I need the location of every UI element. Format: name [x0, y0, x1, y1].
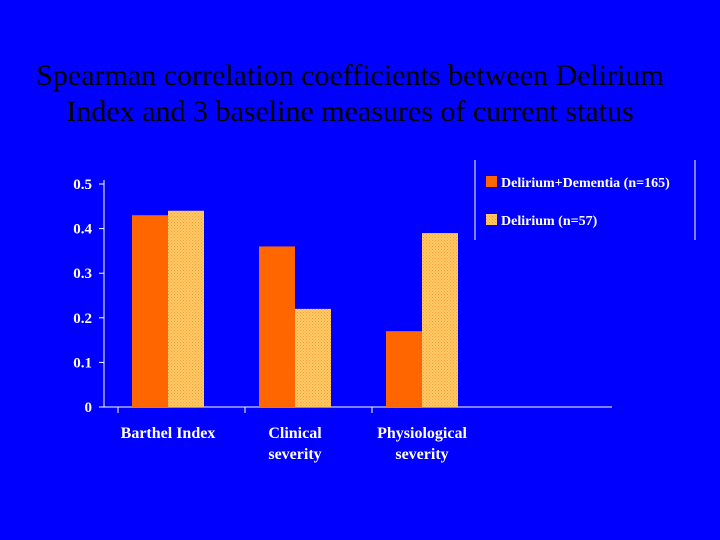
y-tick-label: 0.5 — [73, 177, 92, 193]
y-tick-label: 0.1 — [73, 355, 92, 371]
chart-labels: Barthel Index Clinical severity Physiologic… — [121, 425, 468, 463]
x-category-label: Barthel Index — [121, 425, 216, 442]
slide-title-line-1: Spearman correlation coefficients betwee… — [36, 59, 664, 92]
bar — [168, 210, 204, 407]
legend-label: Delirium+Dementia (n=165) — [501, 176, 670, 191]
bar — [132, 215, 168, 407]
bar — [295, 308, 331, 407]
slide-title: Spearman correlation coefficients betwee… — [0, 58, 700, 130]
bar — [259, 246, 295, 407]
legend-swatch — [486, 214, 497, 225]
x-category-label: Physiological — [377, 425, 467, 442]
chart-axes: 0 0.1 0.2 0.3 0.4 0.5 — [73, 177, 612, 416]
bar — [422, 233, 458, 407]
y-tick-label: 0 — [85, 400, 93, 416]
legend-label: Delirium (n=57) — [501, 214, 598, 229]
chart-legend: Delirium+Dementia (n=165) Delirium (n=57) — [474, 160, 696, 240]
slide-title-line-2: Index and 3 baseline measures of current… — [66, 95, 634, 128]
chart-bars — [132, 210, 458, 407]
x-category-label: severity — [268, 446, 321, 463]
x-category-label: severity — [395, 446, 448, 463]
legend-swatch — [486, 176, 497, 187]
y-tick-label: 0.2 — [73, 311, 92, 327]
bar — [386, 331, 422, 407]
y-tick-label: 0.4 — [73, 222, 92, 238]
x-category-label: Clinical — [268, 425, 322, 442]
y-tick-label: 0.3 — [73, 266, 92, 282]
